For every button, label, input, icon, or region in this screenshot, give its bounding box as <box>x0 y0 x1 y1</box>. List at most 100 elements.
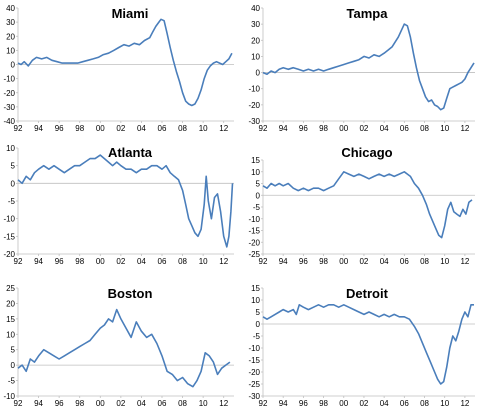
y-tick-label: 0 <box>11 61 16 70</box>
y-tick-label: -30 <box>248 117 260 126</box>
x-tick-label: 08 <box>420 257 429 266</box>
x-tick-label: 10 <box>199 257 208 266</box>
series-line-miami <box>17 18 233 107</box>
x-tick-label: 98 <box>75 399 84 408</box>
y-tick-label: -5 <box>8 197 16 206</box>
y-tick-label: 40 <box>6 4 15 13</box>
y-tick-label: -25 <box>248 250 260 259</box>
x-tick-label: 00 <box>96 399 105 408</box>
x-tick-label: 02 <box>116 257 125 266</box>
x-tick-label: 00 <box>96 124 105 133</box>
x-tick-label: 94 <box>34 257 43 266</box>
x-tick-label: 02 <box>359 399 368 408</box>
y-tick-label: -40 <box>3 117 15 126</box>
x-tick-label: 02 <box>359 124 368 133</box>
x-tick-label: 92 <box>259 399 268 408</box>
x-tick-label: 04 <box>380 399 389 408</box>
x-tick-label: 00 <box>339 399 348 408</box>
x-tick-label: 10 <box>440 124 449 133</box>
y-tick-label: 15 <box>6 315 15 324</box>
x-tick-label: 10 <box>440 399 449 408</box>
y-tick-label: 20 <box>6 299 15 308</box>
y-tick-label: 30 <box>251 20 260 29</box>
x-tick-label: 96 <box>299 399 308 408</box>
x-tick-label: 92 <box>259 124 268 133</box>
x-tick-label: 94 <box>34 124 43 133</box>
x-tick-label: 02 <box>116 399 125 408</box>
x-tick-label: 94 <box>279 399 288 408</box>
x-tick-label: 96 <box>299 124 308 133</box>
x-tick-label: 92 <box>14 124 23 133</box>
x-tick-label: 06 <box>400 399 409 408</box>
x-tick-label: 94 <box>279 257 288 266</box>
x-tick-label: 92 <box>14 257 23 266</box>
y-tick-label: -20 <box>248 368 260 377</box>
x-tick-label: 10 <box>440 257 449 266</box>
y-tick-label: 10 <box>6 330 15 339</box>
y-tick-label: 15 <box>251 156 260 165</box>
y-tick-label: 10 <box>251 296 260 305</box>
y-tick-label: 30 <box>6 18 15 27</box>
y-tick-label: -20 <box>3 250 15 259</box>
series-line-boston <box>17 308 231 388</box>
y-tick-label: -5 <box>253 203 261 212</box>
x-tick-label: 10 <box>199 399 208 408</box>
chart-title: Tampa <box>347 6 389 21</box>
y-tick-label: 20 <box>6 32 15 41</box>
y-tick-label: 10 <box>6 144 15 153</box>
x-tick-label: 00 <box>339 257 348 266</box>
x-tick-label: 12 <box>219 124 228 133</box>
chart-title: Atlanta <box>108 145 153 160</box>
y-tick-label: 10 <box>251 168 260 177</box>
y-tick-label: -20 <box>248 101 260 110</box>
x-tick-label: 12 <box>460 399 469 408</box>
x-tick-label: 12 <box>460 257 469 266</box>
x-tick-label: 02 <box>359 257 368 266</box>
series-line-chicago <box>262 171 473 239</box>
y-tick-label: -10 <box>248 215 260 224</box>
y-tick-label: -30 <box>3 103 15 112</box>
y-tick-label: -10 <box>248 344 260 353</box>
y-tick-label: 5 <box>11 346 16 355</box>
y-tick-label: -15 <box>248 356 260 365</box>
y-tick-label: 5 <box>11 162 16 171</box>
chart-title: Chicago <box>341 145 392 160</box>
x-tick-label: 96 <box>55 124 64 133</box>
x-tick-label: 04 <box>137 257 146 266</box>
y-tick-label: -25 <box>248 380 260 389</box>
x-tick-label: 08 <box>178 399 187 408</box>
x-tick-label: 06 <box>158 399 167 408</box>
y-tick-label: 5 <box>256 308 261 317</box>
x-tick-label: 94 <box>279 124 288 133</box>
y-tick-label: 15 <box>251 284 260 293</box>
y-tick-label: 0 <box>256 69 261 78</box>
x-tick-label: 06 <box>158 257 167 266</box>
x-tick-label: 08 <box>178 257 187 266</box>
x-tick-label: 06 <box>158 124 167 133</box>
x-tick-label: 98 <box>75 124 84 133</box>
series-line-tampa <box>262 23 475 111</box>
x-tick-label: 12 <box>219 257 228 266</box>
x-tick-label: 98 <box>319 124 328 133</box>
x-tick-label: 92 <box>14 399 23 408</box>
y-tick-label: -5 <box>8 377 16 386</box>
y-tick-label: -10 <box>248 85 260 94</box>
x-tick-label: 98 <box>319 257 328 266</box>
x-tick-label: 96 <box>299 257 308 266</box>
x-tick-label: 06 <box>400 124 409 133</box>
x-tick-label: 12 <box>219 399 228 408</box>
y-tick-label: 5 <box>256 180 261 189</box>
y-tick-label: -10 <box>3 75 15 84</box>
y-tick-label: -20 <box>248 238 260 247</box>
y-tick-label: -20 <box>3 89 15 98</box>
y-tick-label: 20 <box>251 36 260 45</box>
x-tick-label: 04 <box>380 257 389 266</box>
x-tick-label: 96 <box>55 257 64 266</box>
x-tick-label: 10 <box>199 124 208 133</box>
x-tick-label: 00 <box>339 124 348 133</box>
x-tick-label: 08 <box>420 124 429 133</box>
